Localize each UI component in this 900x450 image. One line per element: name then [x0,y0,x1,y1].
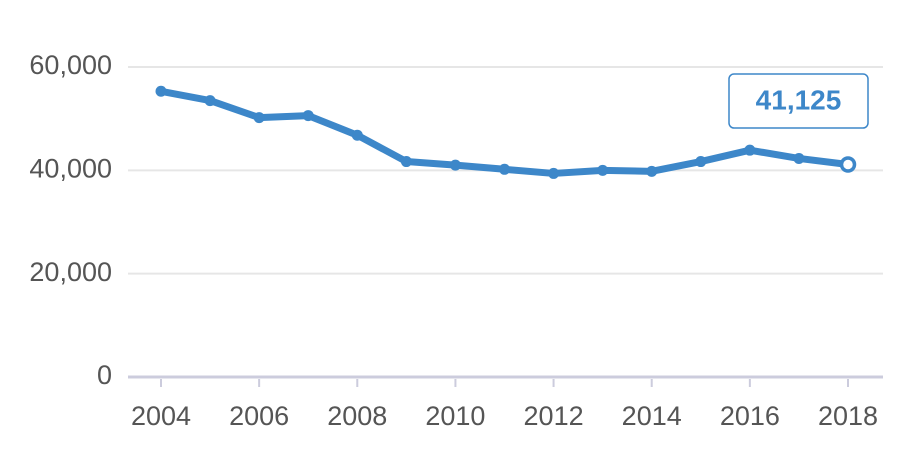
y-tick-label: 40,000 [29,153,112,183]
point [744,144,756,156]
x-tick-label: 2004 [131,401,191,431]
point [499,163,510,175]
point [400,156,412,168]
point [449,159,461,171]
x-tick-label: 2018 [818,401,878,431]
point [302,110,314,122]
value-label: 41,125 [756,84,842,115]
point [351,129,363,141]
x-tick-label: 2006 [229,401,289,431]
x-tick-label: 2014 [622,401,682,431]
y-tick-label: 20,000 [29,257,112,287]
tooltip-box [728,73,869,129]
x-tick-label: 2010 [425,401,485,431]
x-tick-label: 2016 [720,401,780,431]
y-tick-label: 0 [97,360,112,390]
point [695,156,707,168]
point [597,164,609,176]
point [155,85,167,97]
y-tick-label: 60,000 [29,50,112,80]
point [204,95,216,107]
point [253,112,265,124]
tooltip: 41,125 [728,73,869,129]
point [548,167,560,179]
x-tick-label: 2008 [327,401,387,431]
point [646,165,658,177]
point [839,156,857,173]
x-tick-label: 2012 [524,401,584,431]
point [793,152,805,164]
